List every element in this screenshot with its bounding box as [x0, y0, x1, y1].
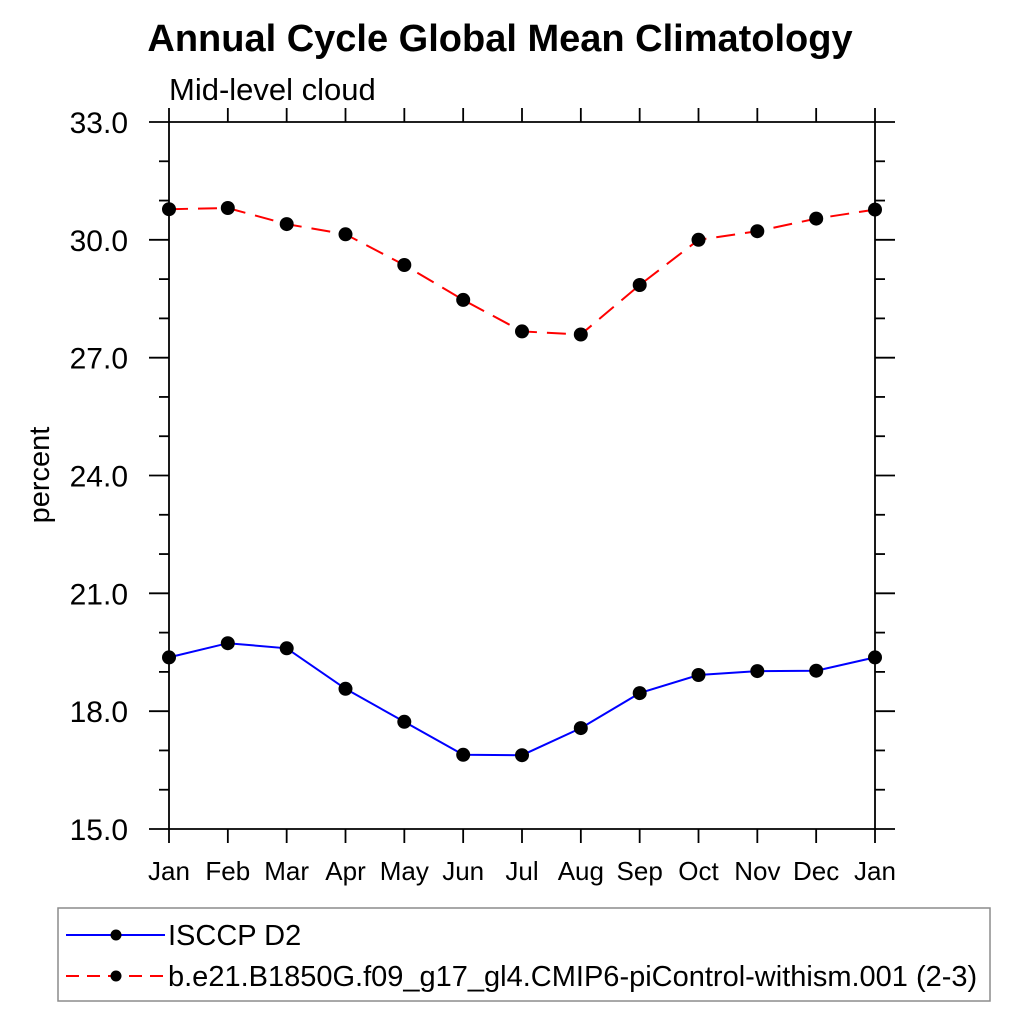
data-point-marker	[809, 663, 824, 678]
x-tick-label: Feb	[205, 856, 250, 886]
legend-box	[57, 907, 991, 1002]
x-tick-label: Jan	[854, 856, 896, 886]
data-point-marker	[456, 747, 471, 762]
axes-layer: Jan Feb Mar Apr May Jun Jul Aug Sep Oct Nov Dec Jan 1…	[70, 107, 896, 886]
data-point-marker	[868, 202, 882, 217]
y-tick-label: 21.0	[70, 578, 128, 611]
series-line-0	[168, 642, 876, 757]
data-point-marker	[691, 668, 706, 682]
data-point-marker	[515, 324, 529, 339]
data-point-marker	[809, 211, 824, 226]
y-tick-label: 15.0	[70, 814, 128, 847]
data-point-marker	[750, 664, 765, 679]
data-point-marker	[691, 232, 706, 247]
y-tick-label: 30.0	[70, 225, 128, 258]
y-tick-label: 18.0	[70, 696, 128, 729]
data-point-marker	[338, 681, 353, 696]
chart-title: Annual Cycle Global Mean Climatology	[147, 18, 852, 60]
x-tick-label: Nov	[734, 856, 780, 886]
data-point-marker	[279, 641, 294, 656]
data-point-marker	[162, 202, 176, 217]
data-point-marker	[632, 686, 647, 701]
data-point-marker	[397, 714, 412, 729]
x-tick-label: Dec	[793, 856, 839, 886]
data-point-marker	[868, 650, 882, 665]
legend-sample-marker-0	[110, 929, 122, 941]
data-point-marker	[397, 258, 412, 272]
x-tick-label: Apr	[325, 856, 366, 886]
x-tick-label: Sep	[617, 856, 663, 886]
y-tick-label: 27.0	[70, 343, 128, 376]
data-point-marker	[573, 327, 588, 342]
data-point-marker	[456, 292, 471, 307]
x-tick-label: Jan	[148, 856, 190, 886]
data-point-marker	[515, 748, 529, 763]
data-point-marker	[632, 278, 647, 292]
y-axis-label: percent	[24, 427, 56, 524]
data-point-marker	[573, 721, 588, 736]
legend-item-label-0: ISCCP D2	[168, 920, 301, 952]
x-tick-label: Oct	[678, 856, 719, 886]
x-tick-label: May	[380, 856, 429, 886]
x-tick-label: Mar	[264, 856, 309, 886]
legend-sample-marker-1	[110, 970, 122, 982]
x-tick-label: Aug	[558, 856, 604, 886]
legend: ISCCP D2 b.e21.B1850G.f09_g17_gl4.CMIP6-p…	[57, 907, 991, 1002]
y-tick-label: 24.0	[70, 461, 128, 494]
data-point-marker	[750, 224, 765, 239]
x-tick-label: Jul	[505, 856, 538, 886]
series-layer	[162, 201, 882, 763]
x-tick-label: Jun	[442, 856, 484, 886]
data-point-marker	[279, 217, 294, 232]
data-point-marker	[162, 650, 176, 665]
data-point-marker	[220, 201, 235, 215]
chart-subtitle: Mid-level cloud	[169, 72, 376, 107]
data-point-marker	[220, 636, 235, 651]
series-line-1	[168, 206, 876, 336]
data-point-marker	[338, 227, 353, 242]
y-tick-label: 33.0	[70, 107, 128, 140]
legend-item-label-1: b.e21.B1850G.f09_g17_gl4.CMIP6-piControl…	[168, 961, 977, 993]
